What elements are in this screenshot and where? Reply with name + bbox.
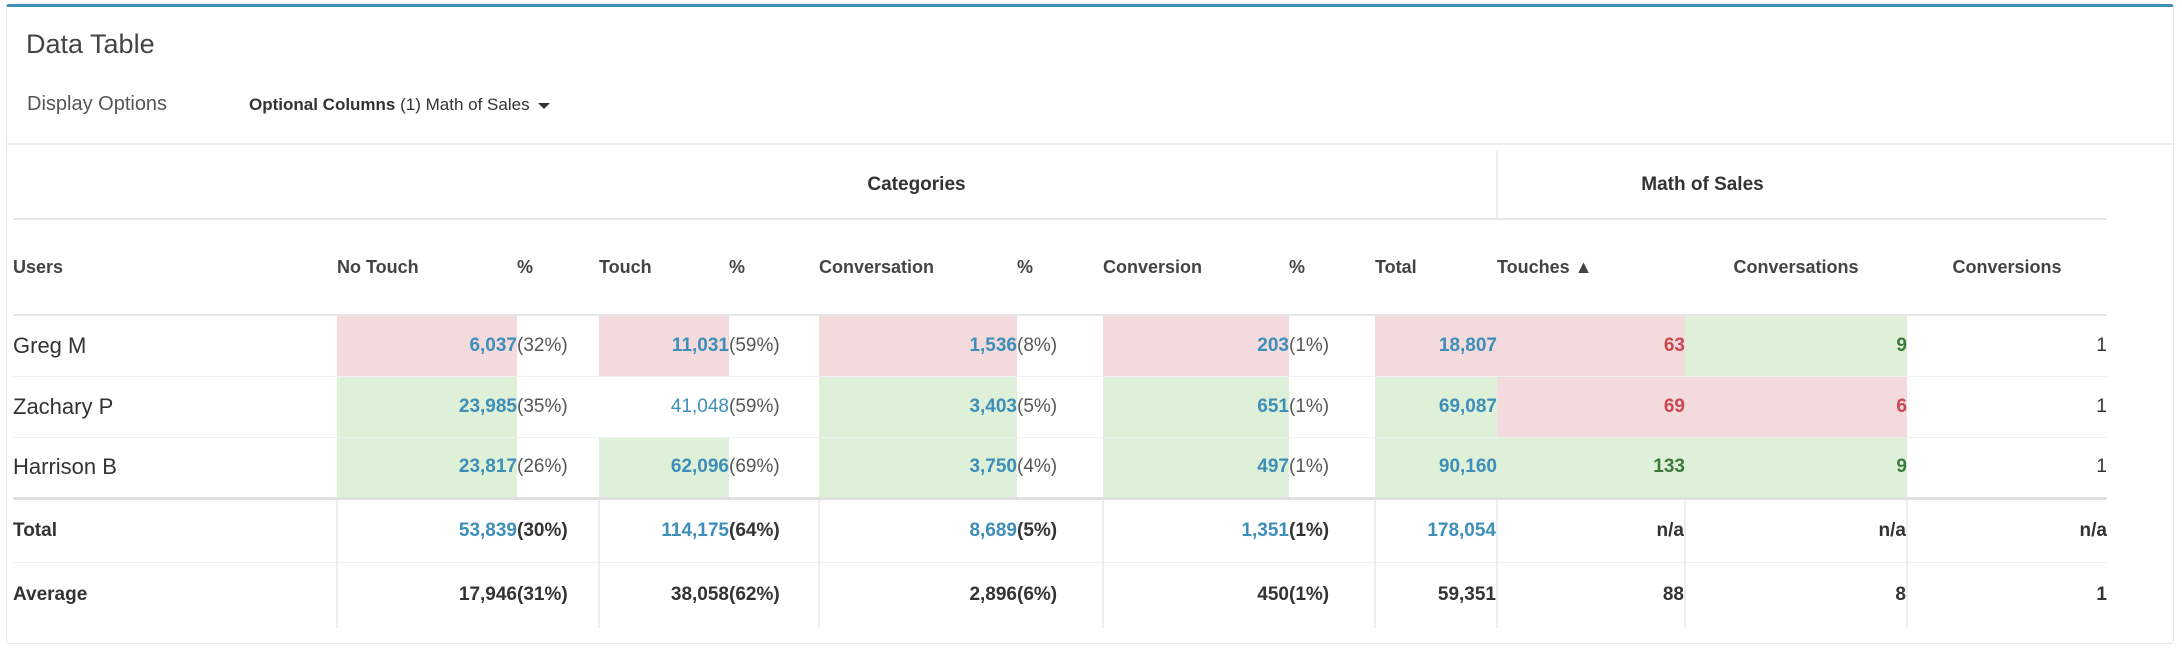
table-row: Harrison B 23,817 (26%) 62,096 (69%) 3,7… — [13, 437, 2107, 499]
conversation-value[interactable]: 3,403 — [819, 376, 1017, 438]
no-touch-value[interactable]: 6,037 — [337, 315, 517, 377]
touch-pct: (59%) — [729, 315, 819, 377]
column-header-conversion[interactable]: Conversion — [1103, 219, 1289, 316]
average-label: Average — [13, 561, 338, 628]
column-header-conversions[interactable]: Conversions — [1907, 219, 2107, 316]
conversations-value: 9 — [1685, 437, 1907, 499]
touch-pct: (59%) — [729, 376, 819, 438]
total-row: Total 53,839 (30%) 114,175 (64%) 8,689 (… — [13, 496, 2107, 562]
user-name: Greg M — [13, 315, 337, 377]
display-options-tab[interactable]: Display Options — [27, 93, 168, 115]
column-header-conversion-pct[interactable]: % — [1289, 219, 1375, 316]
column-header-no-touch[interactable]: No Touch — [337, 219, 517, 316]
column-header-conversations[interactable]: Conversations — [1685, 219, 1907, 316]
average-conversation-pct: (6%) — [1017, 561, 1104, 628]
conversion-value[interactable]: 203 — [1103, 315, 1289, 377]
conversation-pct: (8%) — [1017, 315, 1103, 377]
column-header-touch-pct[interactable]: % — [729, 219, 819, 316]
average-conversation: 2,896 — [819, 561, 1017, 628]
no-touch-value[interactable]: 23,985 — [337, 376, 517, 438]
total-conversation-pct: (5%) — [1017, 496, 1104, 562]
group-header-categories: Categories — [337, 151, 1498, 220]
column-header-users[interactable]: Users — [13, 219, 337, 316]
conversations-value: 6 — [1685, 376, 1907, 438]
average-conversion-pct: (1%) — [1289, 561, 1376, 628]
conversation-pct: (4%) — [1017, 437, 1103, 499]
average-no-touch-pct: (31%) — [517, 561, 600, 628]
column-header-conversation-pct[interactable]: % — [1017, 219, 1103, 316]
conversation-value[interactable]: 3,750 — [819, 437, 1017, 499]
total-total[interactable]: 178,054 — [1375, 496, 1498, 562]
touch-value[interactable]: 11,031 — [599, 315, 729, 377]
column-header-touch[interactable]: Touch — [599, 219, 729, 316]
optional-columns-value: (1) Math of Sales — [400, 95, 530, 114]
no-touch-pct: (35%) — [517, 376, 599, 438]
conversation-value[interactable]: 1,536 — [819, 315, 1017, 377]
total-conversations: n/a — [1685, 496, 1908, 562]
panel-title: Data Table — [26, 29, 155, 59]
table-row: Greg M 6,037 (32%) 11,031 (59%) 1,536 (8… — [13, 315, 2107, 377]
total-touch[interactable]: 114,175 — [599, 496, 729, 562]
group-header-math-of-sales: Math of Sales — [1497, 151, 1907, 220]
total-value[interactable]: 90,160 — [1375, 437, 1497, 499]
touch-value[interactable]: 41,048 — [599, 376, 729, 438]
no-touch-pct: (32%) — [517, 315, 599, 377]
no-touch-value[interactable]: 23,817 — [337, 437, 517, 499]
conversions-value: 1 — [1907, 437, 2107, 499]
divider — [7, 143, 2175, 145]
conversion-pct: (1%) — [1289, 437, 1375, 499]
group-header-blank — [1907, 151, 2107, 220]
caret-down-icon — [538, 102, 551, 109]
conversion-pct: (1%) — [1289, 376, 1375, 438]
average-row: Average 17,946 (31%) 38,058 (62%) 2,896 … — [13, 561, 2107, 628]
column-header-conversation[interactable]: Conversation — [819, 219, 1017, 316]
conversions-value: 1 — [1907, 315, 2107, 377]
average-conversion: 450 — [1103, 561, 1289, 628]
user-name: Harrison B — [13, 437, 337, 499]
average-touches: 88 — [1497, 561, 1686, 628]
conversion-value[interactable]: 651 — [1103, 376, 1289, 438]
column-header-row: Users No Touch % Touch % Conversation % … — [13, 219, 2107, 316]
conversion-pct: (1%) — [1289, 315, 1375, 377]
average-no-touch: 17,946 — [337, 561, 517, 628]
user-name: Zachary P — [13, 376, 337, 438]
average-touch-pct: (62%) — [729, 561, 820, 628]
total-touch-pct: (64%) — [729, 496, 820, 562]
average-touch: 38,058 — [599, 561, 729, 628]
average-total: 59,351 — [1375, 561, 1498, 628]
column-header-touches[interactable]: Touches ▲ — [1497, 219, 1685, 316]
column-header-no-touch-pct[interactable]: % — [517, 219, 599, 316]
group-header-row: Categories Math of Sales — [13, 151, 2107, 220]
optional-columns-label: Optional Columns — [249, 95, 396, 114]
group-header-blank — [13, 151, 337, 220]
average-conversions: 1 — [1907, 561, 2107, 628]
total-label: Total — [13, 496, 338, 562]
conversations-value: 9 — [1685, 315, 1907, 377]
total-conversion[interactable]: 1,351 — [1103, 496, 1289, 562]
data-table: Categories Math of Sales Users No Touch … — [13, 151, 2107, 628]
conversation-pct: (5%) — [1017, 376, 1103, 438]
total-no-touch[interactable]: 53,839 — [337, 496, 517, 562]
total-conversions: n/a — [1907, 496, 2107, 562]
optional-columns-dropdown[interactable]: Optional Columns (1) Math of Sales — [249, 95, 551, 115]
total-value[interactable]: 69,087 — [1375, 376, 1497, 438]
total-conversation[interactable]: 8,689 — [819, 496, 1017, 562]
column-header-total[interactable]: Total — [1375, 219, 1497, 316]
touches-value: 63 — [1497, 315, 1685, 377]
conversion-value[interactable]: 497 — [1103, 437, 1289, 499]
touch-value[interactable]: 62,096 — [599, 437, 729, 499]
average-conversations: 8 — [1685, 561, 1908, 628]
total-value[interactable]: 18,807 — [1375, 315, 1497, 377]
touch-pct: (69%) — [729, 437, 819, 499]
no-touch-pct: (26%) — [517, 437, 599, 499]
touches-value: 69 — [1497, 376, 1685, 438]
total-touches: n/a — [1497, 496, 1686, 562]
total-conversion-pct: (1%) — [1289, 496, 1376, 562]
total-no-touch-pct: (30%) — [517, 496, 600, 562]
touches-value: 133 — [1497, 437, 1685, 499]
data-table-panel: Data Table Display Options Optional Colu… — [6, 4, 2175, 644]
conversions-value: 1 — [1907, 376, 2107, 438]
table-row: Zachary P 23,985 (35%) 41,048 (59%) 3,40… — [13, 376, 2107, 438]
